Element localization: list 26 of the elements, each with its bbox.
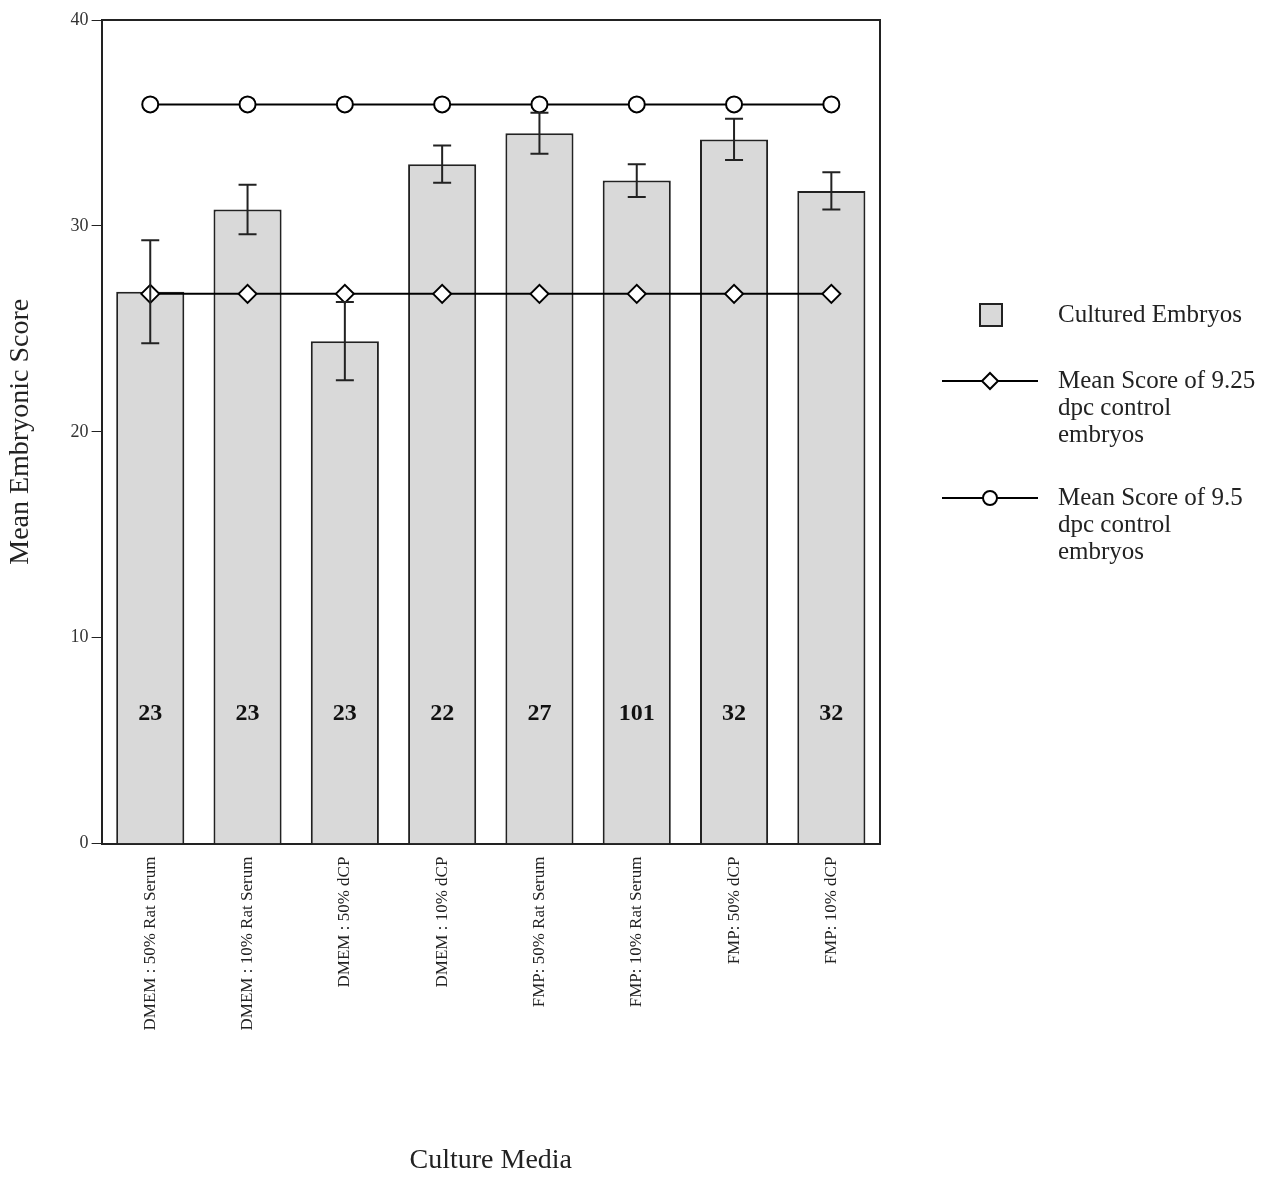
- annotation: 27: [527, 699, 552, 726]
- y-tick-label: 20: [70, 420, 89, 441]
- annotation: 32: [722, 699, 747, 726]
- x-tick-label: FMP: 10% dCP: [820, 856, 840, 965]
- legend-label: Mean Score of 9.25 dpc control embryos: [1058, 366, 1257, 447]
- x-axis-title: Culture Media: [409, 1142, 573, 1174]
- annotation: 23: [332, 699, 357, 726]
- x-tick-label: FMP: 50% Rat Serum: [528, 856, 548, 1008]
- y-tick-label: 10: [70, 626, 89, 647]
- annotation: 23: [235, 699, 260, 726]
- y-tick-label: 30: [70, 214, 89, 235]
- x-tick-label: FMP: 10% Rat Serum: [626, 856, 646, 1008]
- annotation: 32: [819, 699, 844, 726]
- x-tick-label: DMEM : 10% dCP: [431, 856, 451, 988]
- y-tick-label: 0: [79, 832, 89, 853]
- x-tick-label: DMEM : 50% Rat Serum: [139, 856, 159, 1031]
- y-tick-label: 40: [70, 8, 89, 29]
- x-tick-label: DMEM : 50% dCP: [334, 856, 354, 988]
- x-tick-label: FMP: 50% dCP: [723, 856, 743, 965]
- annotation: 23: [138, 699, 163, 726]
- legend-label: Cultured Embryos: [1058, 300, 1243, 327]
- y-axis-title: Mean Embryonic Score: [3, 298, 35, 565]
- annotation: 22: [430, 699, 455, 726]
- annotation: 101: [618, 699, 655, 726]
- legend-label: Mean Score of 9.5 dpc control embryos: [1058, 483, 1244, 564]
- x-tick-label: DMEM : 10% Rat Serum: [237, 856, 257, 1031]
